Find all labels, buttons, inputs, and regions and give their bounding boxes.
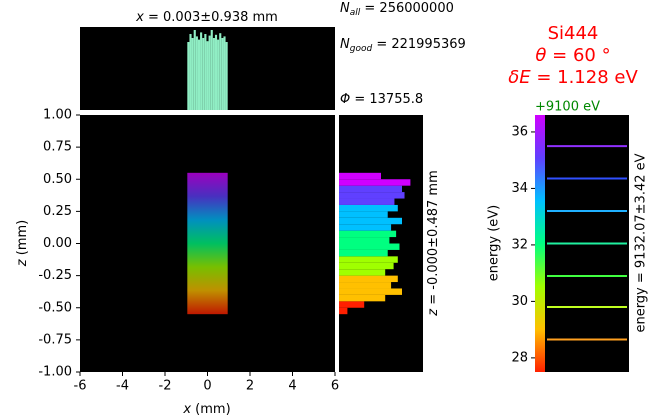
- histogram-bar: [223, 36, 226, 110]
- side-histogram-bar: [339, 307, 348, 315]
- crystal-title: Si444: [548, 23, 599, 44]
- side-histogram-bar: [339, 294, 386, 302]
- energy-tick-label: 32: [511, 237, 528, 252]
- delta-e: δE = 1.128 eV: [508, 67, 638, 88]
- side-histogram-bar: [339, 204, 398, 212]
- histogram-bar: [195, 36, 198, 110]
- histogram-bar: [225, 42, 228, 110]
- side-histogram-bar: [339, 243, 400, 250]
- side-histogram-bar: [339, 275, 398, 283]
- histogram-bar: [219, 33, 222, 111]
- histogram-bar: [212, 38, 215, 110]
- histogram-bar: [193, 30, 196, 110]
- x-tick-label: 4: [288, 379, 296, 394]
- side-label: z = -0.000±0.487 mm: [426, 170, 441, 316]
- x-tick-label: -4: [116, 379, 129, 394]
- theta: θ = 60 °: [535, 45, 610, 66]
- annotation-text: = 256000000: [360, 1, 454, 16]
- side-histogram-bar: [339, 217, 402, 225]
- side-histogram-bar: [339, 198, 395, 205]
- histogram-bar: [202, 38, 205, 110]
- annotation-symbol: Φ: [340, 92, 350, 107]
- side-histogram-bar: [339, 262, 394, 270]
- energy-ylabel: energy (eV): [487, 205, 502, 281]
- annotation-symbol: N: [340, 37, 350, 52]
- annotation-symbol: N: [340, 1, 350, 16]
- y-tick-label: 1.00: [43, 108, 72, 123]
- x-tick-label: -2: [159, 379, 172, 394]
- y-tick-label: 0.75: [43, 140, 72, 155]
- y-tick-label: 0.25: [43, 204, 72, 219]
- annotation-sub: good: [350, 44, 373, 54]
- energy-right-label: energy = 9132.07±3.42 eV: [634, 153, 649, 332]
- energy-tick-label: 34: [511, 181, 528, 196]
- side-histogram-bar: [339, 288, 402, 295]
- side-histogram-bar: [339, 301, 365, 308]
- side-histogram-bar: [339, 249, 388, 257]
- annotation: Nall = 256000000: [340, 1, 454, 18]
- x-tick-label: 0: [203, 379, 211, 394]
- side-histogram-bar: [339, 185, 402, 193]
- histogram-bar: [204, 34, 207, 110]
- side-histogram-bar: [339, 192, 405, 199]
- y-tick-label: -0.25: [38, 268, 72, 283]
- histogram-bar: [210, 30, 213, 110]
- side-histogram-bar: [339, 256, 398, 263]
- side-histogram-bar: [339, 282, 392, 289]
- energy-tick-label: 36: [511, 124, 528, 139]
- energy-tick-label: 28: [511, 350, 528, 365]
- annotation-text: = 221995369: [372, 37, 466, 52]
- histogram-bar: [221, 38, 224, 110]
- histogram-bar: [200, 32, 203, 110]
- histogram-bar: [197, 39, 201, 110]
- annotation-sub: all: [350, 8, 361, 18]
- annotation: Ngood = 221995369: [340, 37, 466, 54]
- histogram-bar: [214, 34, 218, 110]
- y-tick-label: 0.00: [43, 236, 72, 251]
- y-tick-label: -0.50: [38, 300, 72, 315]
- y-tick-label: 0.50: [43, 172, 72, 187]
- x-tick-label: -6: [74, 379, 87, 394]
- histogram-bar: [189, 34, 192, 110]
- y-label: z (mm): [15, 220, 30, 267]
- side-histogram-bar: [339, 237, 390, 244]
- energy-tick-label: 30: [511, 294, 528, 309]
- histogram-bar: [208, 35, 211, 110]
- top-title: x = 0.003±0.938 mm: [135, 10, 278, 25]
- x-label: x (mm): [182, 402, 230, 417]
- annotation: Φ = 13755.8: [340, 92, 423, 107]
- side-histogram-bar: [339, 211, 388, 218]
- histogram-bar: [191, 38, 194, 110]
- y-tick-label: -0.75: [38, 332, 72, 347]
- side-histogram-bar: [339, 224, 392, 231]
- histogram-bar: [206, 41, 209, 111]
- y-tick-label: -1.00: [38, 365, 72, 380]
- colorbar: [535, 115, 545, 372]
- side-histogram-bar: [339, 179, 411, 186]
- annotation-text: = 13755.8: [350, 92, 423, 107]
- beam-image: [187, 172, 228, 315]
- side-histogram-bar: [339, 172, 381, 180]
- histogram-bar: [187, 42, 190, 110]
- side-histogram-bar: [339, 230, 397, 238]
- x-tick-label: 2: [246, 379, 254, 394]
- x-tick-label: 6: [331, 379, 339, 394]
- offset-label: +9100 eV: [535, 100, 600, 115]
- side-histogram-bar: [339, 269, 386, 276]
- histogram-bar: [217, 39, 220, 110]
